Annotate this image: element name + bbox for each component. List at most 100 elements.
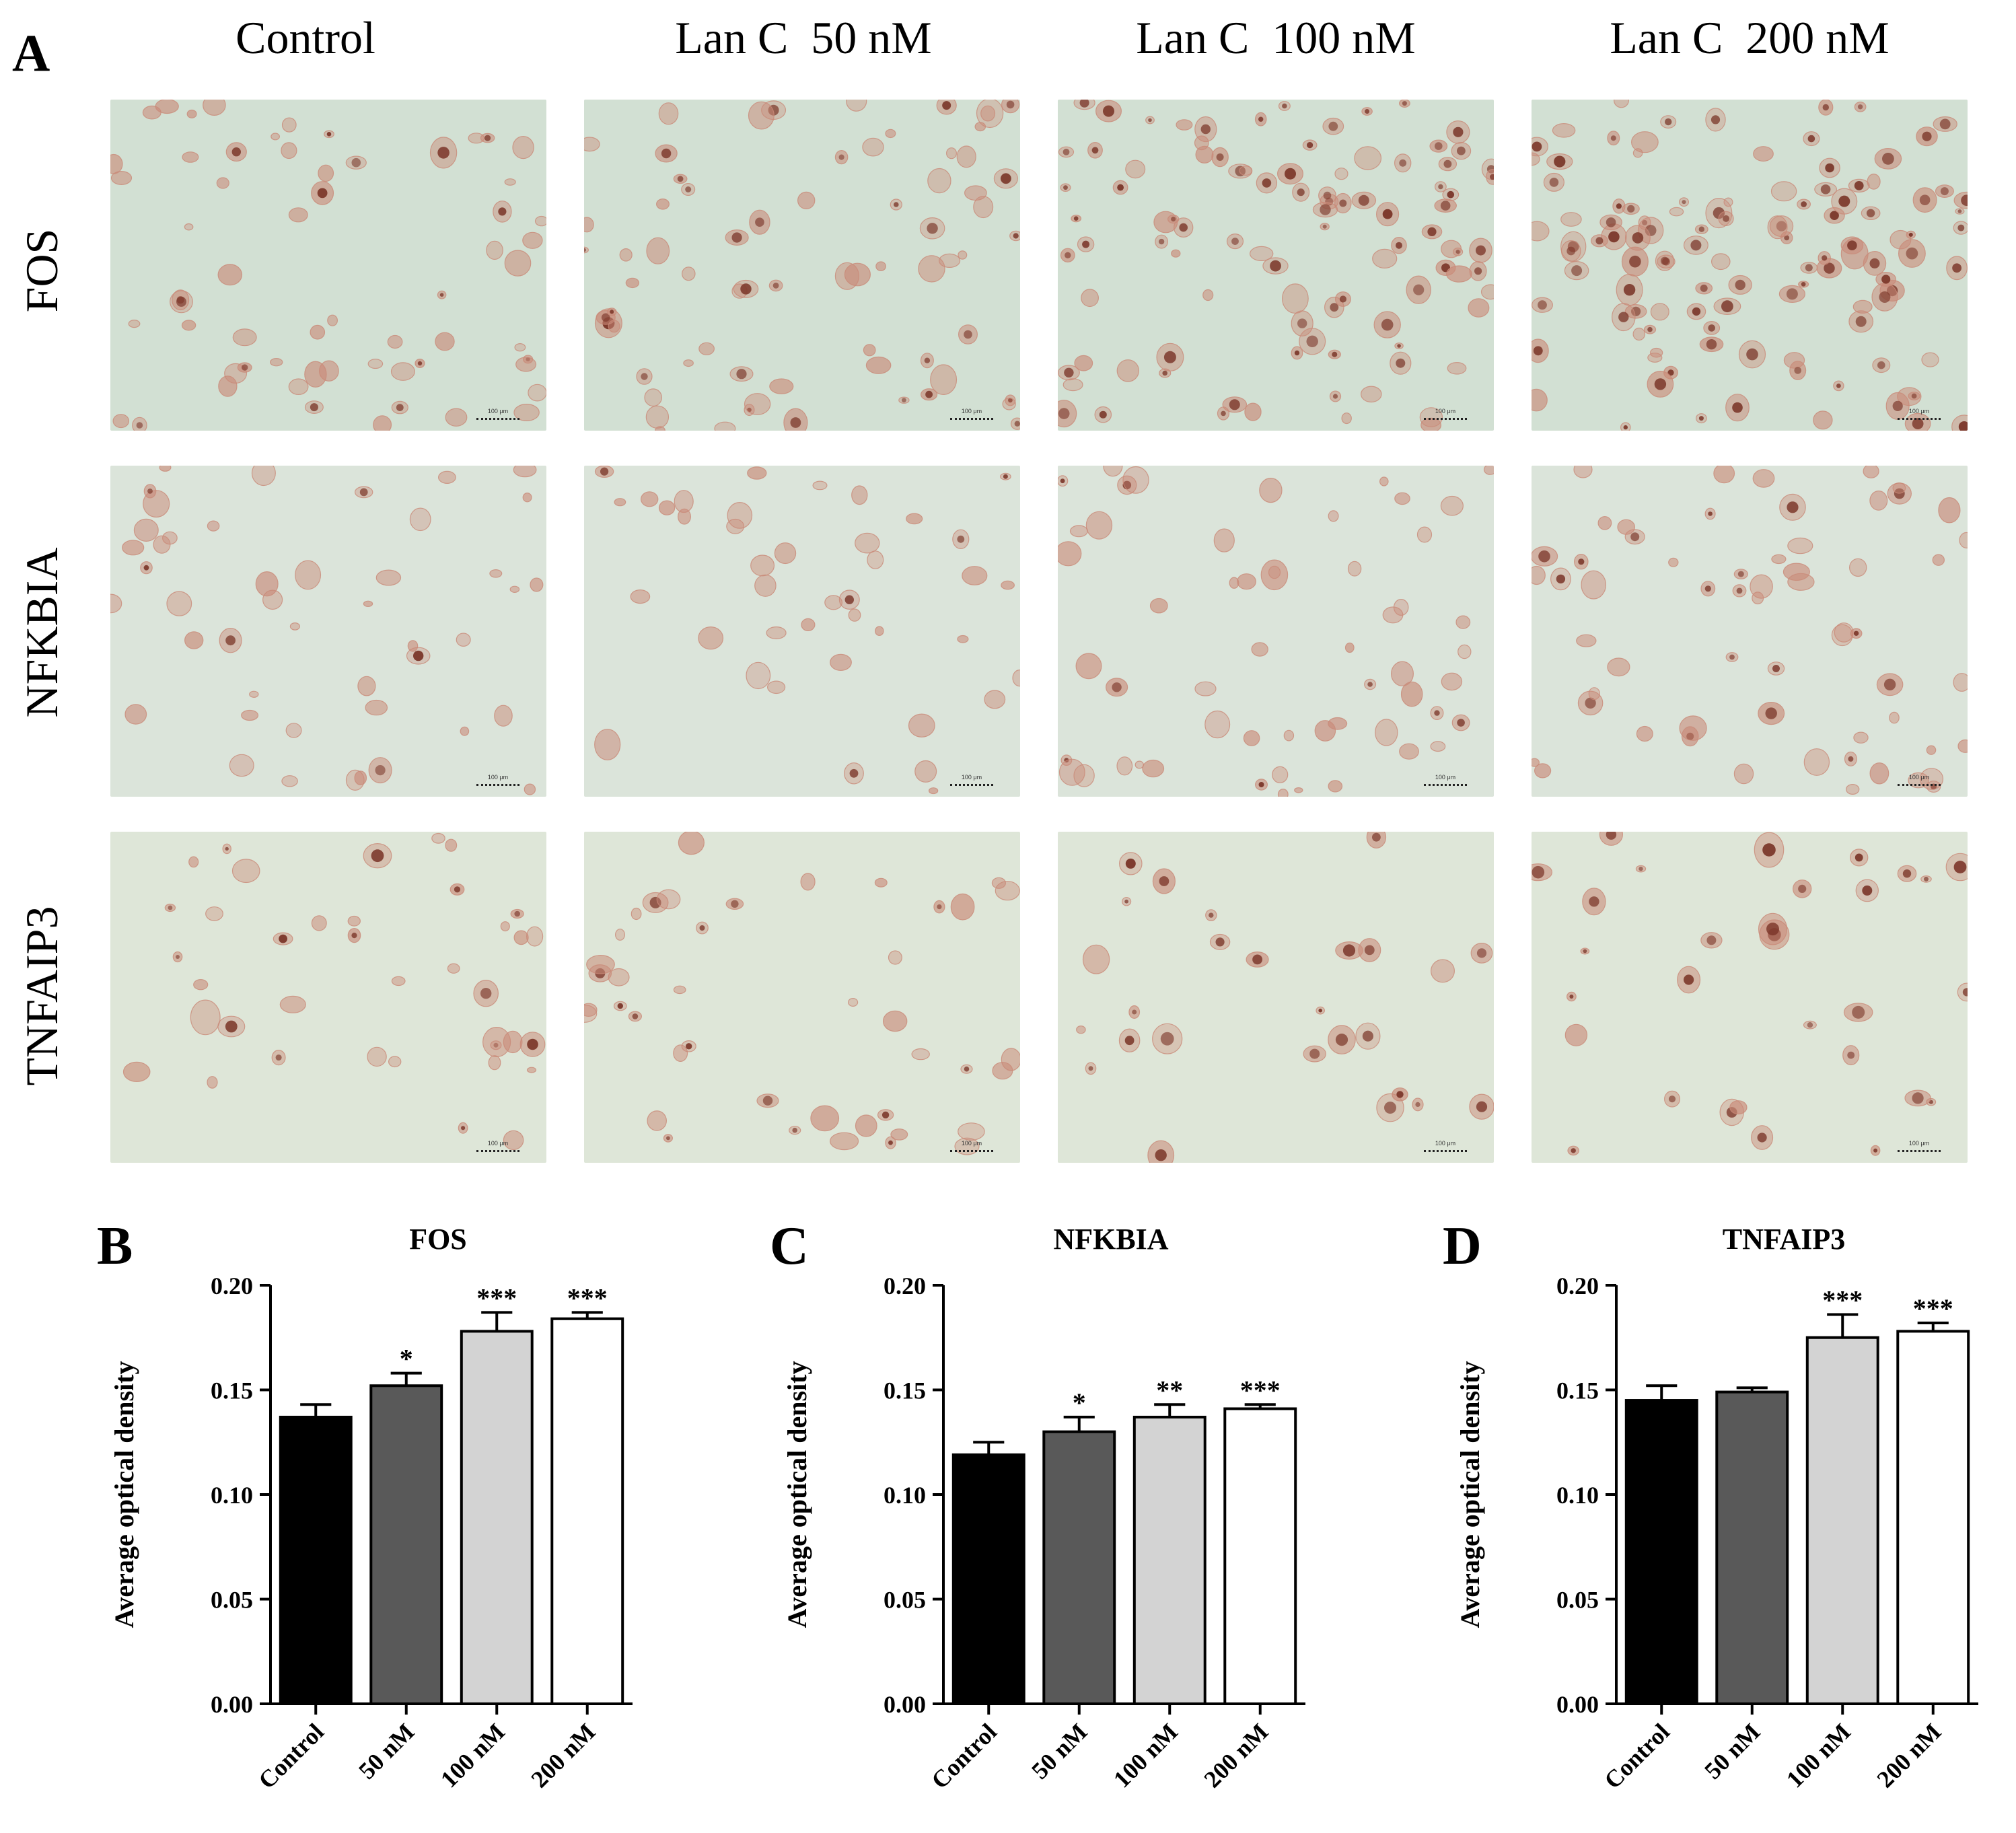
significance-label: **: [1156, 1375, 1183, 1405]
scale-bar-line: [1898, 1148, 1941, 1152]
scale-bar-label: 100 μm: [487, 774, 509, 781]
column-header-control: Control: [236, 12, 375, 63]
significance-label: ***: [567, 1283, 608, 1313]
x-tick-label: 100 nM: [1108, 1718, 1183, 1793]
x-tick-label: 100 nM: [1781, 1718, 1856, 1793]
significance-label: ***: [1822, 1285, 1863, 1316]
bar-100-nm: [1132, 1415, 1207, 1705]
scale-bar-label: 100 μm: [487, 1140, 509, 1147]
significance-label: ***: [476, 1283, 517, 1313]
bar-50-nm: [1715, 1390, 1789, 1705]
micrograph-fos-50nm: 100 μm: [584, 100, 1020, 431]
row-label-fos: FOS: [16, 228, 67, 313]
x-tick-label: 100 nM: [435, 1718, 510, 1793]
y-axis-label: Average optical density: [782, 1361, 812, 1628]
scale-bar-line: [476, 416, 519, 420]
scale-bar-label: 100 μm: [961, 1140, 982, 1147]
x-tick-label: Control: [1599, 1718, 1675, 1794]
bar-50-nm: [369, 1384, 443, 1705]
scale-bar-label: 100 μm: [1908, 774, 1930, 781]
x-tick-label: 200 nM: [526, 1718, 600, 1793]
scale-bar-line: [950, 782, 993, 786]
scale-bar-line: [950, 1148, 993, 1152]
scale-bar-line: [476, 1148, 519, 1152]
scale-bar: 100 μm: [1421, 1140, 1470, 1155]
panel-letter-d: D: [1443, 1217, 1482, 1276]
significance-label: *: [1073, 1388, 1086, 1418]
micrograph-tnfaip3-50nm: 100 μm: [584, 832, 1020, 1163]
significance-label: *: [400, 1344, 413, 1374]
bar-control: [279, 1415, 353, 1705]
micrograph-nfkbia-control: 100 μm: [110, 466, 546, 797]
scale-bar: 100 μm: [1895, 408, 1943, 423]
significance-label: ***: [1240, 1375, 1281, 1405]
x-tick-label: 200 nM: [1871, 1718, 1946, 1793]
micrograph-fos-200nm: 100 μm: [1532, 100, 1968, 431]
scale-bar: 100 μm: [1421, 774, 1470, 789]
row-label-nfkbia: NFKBIA: [16, 547, 67, 718]
y-tick-label: 0.20: [211, 1272, 253, 1299]
bar-200-nm: [550, 1317, 624, 1705]
y-tick-label: 0.15: [884, 1377, 926, 1404]
y-tick-label: 0.20: [1556, 1272, 1599, 1299]
micrograph-tnfaip3-100nm: 100 μm: [1058, 832, 1494, 1163]
scale-bar-label: 100 μm: [1908, 1140, 1930, 1147]
significance-label: ***: [1913, 1293, 1953, 1324]
scale-bar-line: [1898, 416, 1941, 420]
chart-title: FOS: [409, 1223, 467, 1256]
chart-svg: C NFKBIA Average optical density 0.00 0.05 0.…: [770, 1217, 1305, 1794]
bar-control: [951, 1453, 1025, 1705]
panel-letter-a: A: [12, 24, 50, 82]
y-tick-label: 0.00: [211, 1691, 253, 1718]
micrograph-fos-control: 100 μm: [110, 100, 546, 431]
chart-svg: B FOS Average optical density 0.00 0.05 0.10 0…: [97, 1217, 633, 1794]
bar-control: [1624, 1399, 1698, 1705]
micrograph-nfkbia-200nm: 100 μm: [1532, 466, 1968, 797]
scale-bar-line: [1424, 416, 1467, 420]
column-header-50nm: Lan C 50 nM: [675, 12, 932, 63]
scale-bar: 100 μm: [947, 1140, 996, 1155]
x-tick-label: 200 nM: [1198, 1718, 1273, 1793]
y-tick-label: 0.05: [884, 1587, 926, 1614]
bar-200-nm: [1896, 1330, 1970, 1706]
panel-letter-c: C: [770, 1217, 809, 1276]
y-tick-label: 0.10: [211, 1482, 253, 1509]
bar-50-nm: [1042, 1430, 1116, 1705]
y-tick-label: 0.15: [211, 1377, 253, 1404]
scale-bar-label: 100 μm: [1908, 408, 1930, 415]
micrograph-tnfaip3-200nm: 100 μm: [1532, 832, 1968, 1163]
scale-bar-line: [476, 782, 519, 786]
chart-nfkbia: C NFKBIA Average optical density 0.00 0.05 0.…: [767, 1191, 1346, 1830]
scale-bar: 100 μm: [947, 774, 996, 789]
x-tick-label: Control: [253, 1718, 329, 1794]
x-tick-label: Control: [926, 1718, 1002, 1794]
scale-bar-line: [1898, 782, 1941, 786]
column-header-100nm: Lan C 100 nM: [1136, 12, 1416, 63]
y-axis-label: Average optical density: [1455, 1361, 1485, 1628]
x-tick-label: 50 nM: [1026, 1718, 1092, 1784]
chart-svg: D TNFAIP3 Average optical density 0.00 0.05 0…: [1443, 1217, 1978, 1794]
micrograph-nfkbia-100nm: 100 μm: [1058, 466, 1494, 797]
scale-bar: 100 μm: [474, 408, 522, 423]
scale-bar-label: 100 μm: [1435, 408, 1456, 415]
scale-bar: 100 μm: [1895, 774, 1943, 789]
row-label-tnfaip3: TNFAIP3: [16, 906, 67, 1086]
scale-bar: 100 μm: [474, 774, 522, 789]
y-axis-label: Average optical density: [109, 1361, 139, 1628]
scale-bar-label: 100 μm: [487, 408, 509, 415]
y-tick-label: 0.20: [884, 1272, 926, 1299]
panel-letter-b: B: [97, 1217, 133, 1276]
micrograph-tnfaip3-control: 100 μm: [110, 832, 546, 1163]
chart-tnfaip3: D TNFAIP3 Average optical density 0.00 0.05 0…: [1440, 1191, 2016, 1830]
scale-bar-line: [950, 416, 993, 420]
x-tick-label: 50 nM: [1699, 1718, 1765, 1784]
scale-bar: 100 μm: [474, 1140, 522, 1155]
scale-bar: 100 μm: [947, 408, 996, 423]
scale-bar-label: 100 μm: [961, 408, 982, 415]
chart-title: NFKBIA: [1053, 1223, 1168, 1256]
scale-bar: 100 μm: [1421, 408, 1470, 423]
y-tick-label: 0.05: [211, 1587, 253, 1614]
scale-bar-label: 100 μm: [1435, 774, 1456, 781]
bar-200-nm: [1223, 1407, 1297, 1705]
chart-fos: B FOS Average optical density 0.00 0.05 0.10 0…: [94, 1191, 673, 1830]
